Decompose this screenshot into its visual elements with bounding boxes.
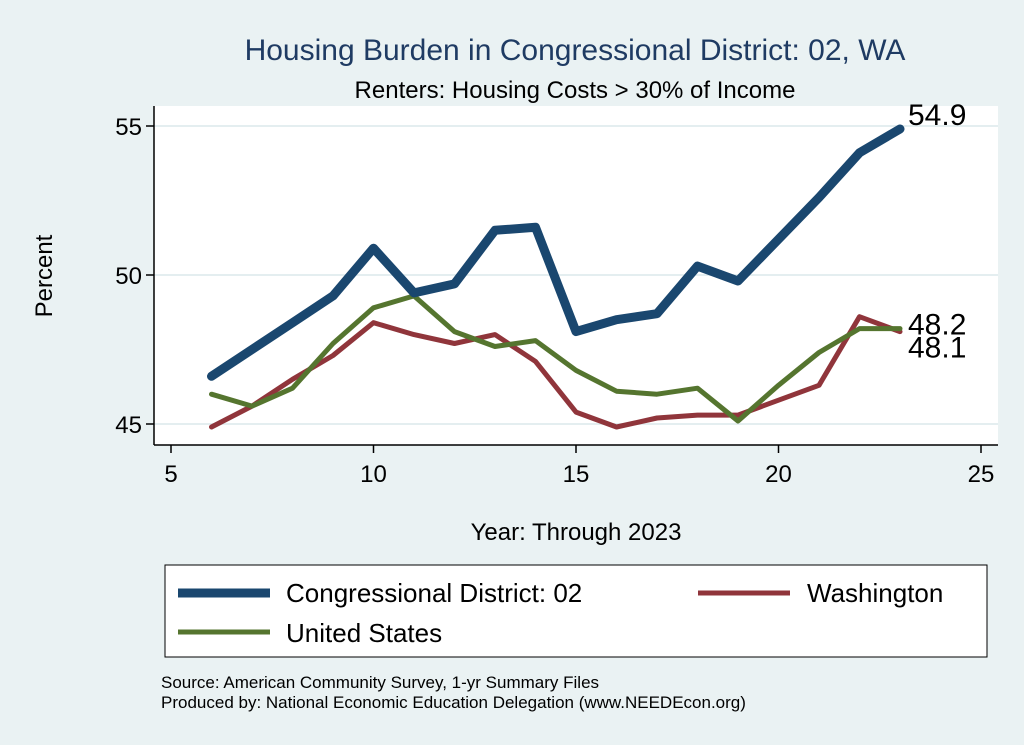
- chart-subtitle: Renters: Housing Costs > 30% of Income: [355, 77, 796, 104]
- x-tick-label: 10: [360, 461, 387, 488]
- series-line-us: [209, 293, 903, 424]
- legend-label-district: Congressional District: 02: [286, 578, 582, 608]
- x-tick-label: 5: [164, 461, 177, 488]
- source-note: Source: American Community Survey, 1-yr …: [161, 673, 599, 692]
- x-tick-label: 15: [563, 461, 590, 488]
- x-tick-label: 25: [968, 461, 995, 488]
- legend-label-washington: Washington: [807, 578, 943, 608]
- y-tick-label: 50: [115, 263, 142, 290]
- legend: Congressional District: 02 Washington Un…: [164, 564, 988, 658]
- produced-by-note: Produced by: National Economic Education…: [161, 693, 746, 712]
- x-tick-label: 20: [765, 461, 792, 488]
- end-labels: 54.9 48.148.2: [908, 99, 966, 365]
- end-label-district: 54.9: [908, 99, 966, 132]
- end-label-us: 48.2: [908, 309, 966, 342]
- series-line-district: [207, 124, 905, 381]
- series-line-washington: [209, 314, 903, 430]
- legend-box: [164, 564, 988, 658]
- y-tick-label: 55: [115, 114, 142, 141]
- end-label-washington: 48.1: [908, 332, 966, 365]
- chart-title: Housing Burden in Congressional District…: [245, 34, 906, 67]
- grid-lines: [154, 125, 998, 425]
- series-lines: [207, 124, 905, 430]
- y-axis-title: Percent: [31, 234, 58, 317]
- y-tick-label: 45: [115, 412, 142, 439]
- x-axis-title: Year: Through 2023: [471, 519, 682, 546]
- legend-label-us: United States: [286, 618, 442, 648]
